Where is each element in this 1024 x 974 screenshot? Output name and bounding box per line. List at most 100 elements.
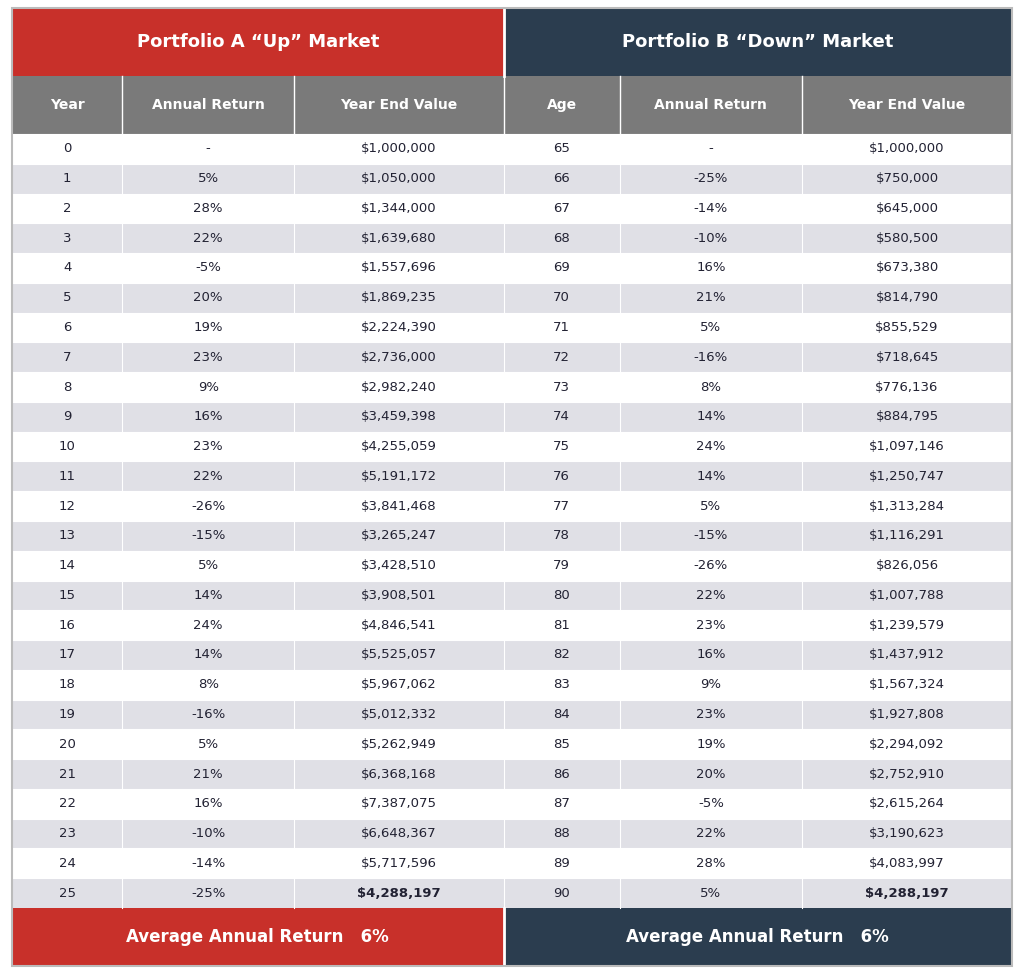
Text: 21%: 21% bbox=[194, 768, 223, 780]
Text: $718,645: $718,645 bbox=[876, 351, 939, 363]
Bar bbox=[12, 343, 123, 372]
Bar bbox=[123, 848, 294, 879]
Bar bbox=[12, 134, 123, 164]
Text: -5%: -5% bbox=[698, 798, 724, 810]
Bar bbox=[802, 848, 1012, 879]
Text: 24%: 24% bbox=[194, 618, 223, 632]
Text: 25: 25 bbox=[58, 886, 76, 900]
Text: 80: 80 bbox=[553, 589, 570, 602]
Bar bbox=[620, 313, 802, 343]
Text: $2,982,240: $2,982,240 bbox=[360, 381, 436, 393]
Text: -25%: -25% bbox=[190, 886, 225, 900]
Bar bbox=[123, 253, 294, 282]
Bar bbox=[620, 462, 802, 491]
Text: 75: 75 bbox=[553, 440, 570, 453]
Bar bbox=[802, 550, 1012, 581]
Bar bbox=[504, 462, 620, 491]
Text: 17: 17 bbox=[58, 649, 76, 661]
Text: $5,012,332: $5,012,332 bbox=[360, 708, 437, 721]
Text: 89: 89 bbox=[553, 857, 570, 870]
Text: 18: 18 bbox=[58, 678, 76, 692]
Text: $5,717,596: $5,717,596 bbox=[360, 857, 437, 870]
Text: 78: 78 bbox=[553, 530, 570, 543]
Bar bbox=[620, 699, 802, 730]
Bar bbox=[123, 819, 294, 848]
Text: $1,313,284: $1,313,284 bbox=[869, 500, 945, 512]
Bar bbox=[294, 670, 504, 699]
Text: 0: 0 bbox=[63, 142, 72, 156]
Text: Average Annual Return   6%: Average Annual Return 6% bbox=[127, 928, 389, 946]
Text: $673,380: $673,380 bbox=[876, 261, 939, 275]
Text: 73: 73 bbox=[553, 381, 570, 393]
Text: 88: 88 bbox=[553, 827, 570, 841]
Bar bbox=[123, 699, 294, 730]
Bar bbox=[294, 164, 504, 194]
Bar bbox=[620, 730, 802, 759]
Text: $5,525,057: $5,525,057 bbox=[360, 649, 437, 661]
Bar bbox=[123, 640, 294, 670]
Text: 5%: 5% bbox=[198, 737, 219, 751]
Text: 16%: 16% bbox=[194, 798, 223, 810]
Bar bbox=[123, 313, 294, 343]
Text: $1,116,291: $1,116,291 bbox=[869, 530, 945, 543]
Text: 16%: 16% bbox=[194, 410, 223, 424]
Text: $3,265,247: $3,265,247 bbox=[360, 530, 437, 543]
Text: 13: 13 bbox=[58, 530, 76, 543]
Bar bbox=[123, 581, 294, 611]
Text: 87: 87 bbox=[553, 798, 570, 810]
Text: 28%: 28% bbox=[194, 202, 223, 215]
Text: $6,368,168: $6,368,168 bbox=[360, 768, 436, 780]
Bar bbox=[12, 194, 123, 223]
Text: 5%: 5% bbox=[700, 321, 722, 334]
Text: 14: 14 bbox=[58, 559, 76, 572]
Text: $826,056: $826,056 bbox=[876, 559, 939, 572]
Bar bbox=[294, 402, 504, 431]
Bar bbox=[620, 521, 802, 550]
Text: $645,000: $645,000 bbox=[876, 202, 939, 215]
Text: 1: 1 bbox=[63, 172, 72, 185]
Bar bbox=[123, 76, 294, 134]
Text: Annual Return: Annual Return bbox=[152, 98, 264, 112]
Text: 3: 3 bbox=[63, 232, 72, 244]
Text: 24%: 24% bbox=[696, 440, 726, 453]
Bar bbox=[12, 8, 504, 76]
Text: $1,437,912: $1,437,912 bbox=[869, 649, 945, 661]
Text: 79: 79 bbox=[553, 559, 570, 572]
Text: 10: 10 bbox=[58, 440, 76, 453]
Text: $1,927,808: $1,927,808 bbox=[869, 708, 945, 721]
Bar bbox=[802, 581, 1012, 611]
Bar bbox=[620, 581, 802, 611]
Text: 21: 21 bbox=[58, 768, 76, 780]
Text: 16%: 16% bbox=[696, 261, 726, 275]
Bar bbox=[294, 521, 504, 550]
Text: $2,224,390: $2,224,390 bbox=[360, 321, 436, 334]
Bar bbox=[12, 431, 123, 462]
Bar bbox=[12, 462, 123, 491]
Text: $3,908,501: $3,908,501 bbox=[360, 589, 436, 602]
Text: Annual Return: Annual Return bbox=[654, 98, 767, 112]
Bar bbox=[294, 640, 504, 670]
Text: 19: 19 bbox=[58, 708, 76, 721]
Text: $4,288,197: $4,288,197 bbox=[865, 886, 949, 900]
Bar bbox=[802, 789, 1012, 819]
Bar bbox=[12, 282, 123, 313]
Text: 22%: 22% bbox=[194, 469, 223, 483]
Bar bbox=[802, 372, 1012, 402]
Text: Year: Year bbox=[50, 98, 85, 112]
Bar bbox=[294, 611, 504, 640]
Text: 7: 7 bbox=[63, 351, 72, 363]
Bar bbox=[504, 908, 1012, 966]
Bar bbox=[504, 819, 620, 848]
Text: $4,288,197: $4,288,197 bbox=[357, 886, 440, 900]
Bar bbox=[620, 848, 802, 879]
Text: 69: 69 bbox=[553, 261, 570, 275]
Bar bbox=[620, 164, 802, 194]
Bar bbox=[294, 730, 504, 759]
Bar bbox=[620, 491, 802, 521]
Text: $1,567,324: $1,567,324 bbox=[869, 678, 945, 692]
Bar bbox=[123, 343, 294, 372]
Bar bbox=[123, 670, 294, 699]
Bar bbox=[294, 789, 504, 819]
Text: $1,000,000: $1,000,000 bbox=[361, 142, 436, 156]
Bar bbox=[802, 670, 1012, 699]
